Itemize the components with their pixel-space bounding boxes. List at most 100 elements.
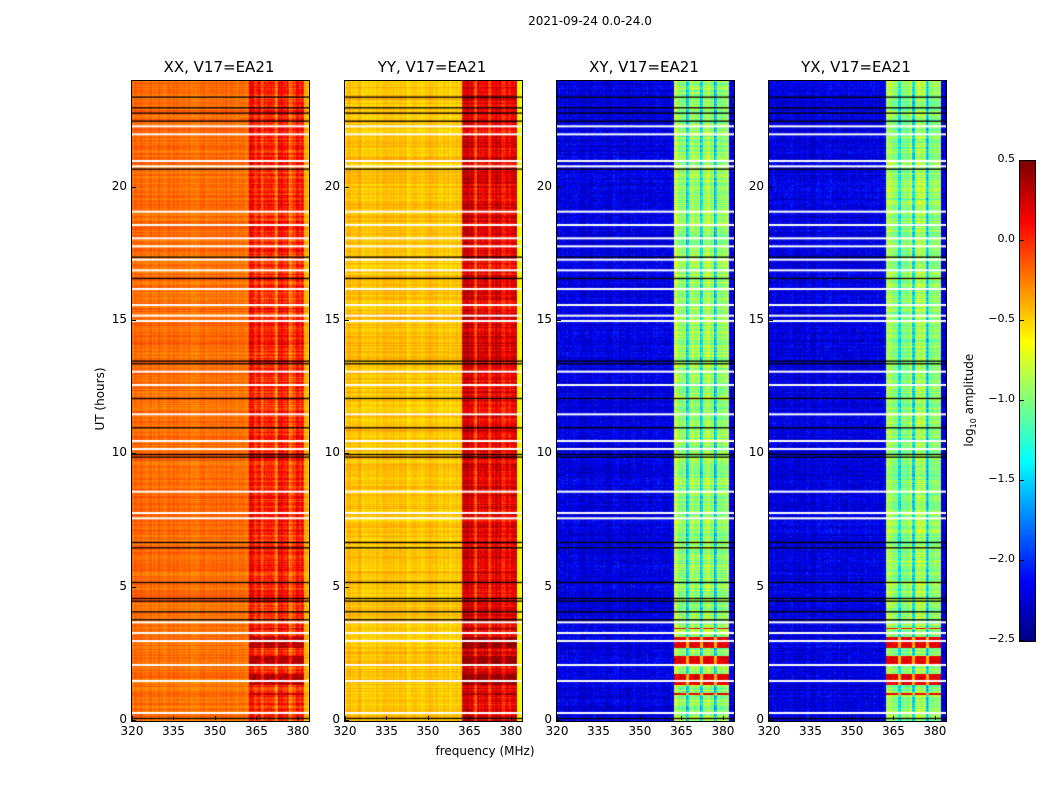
y-tick-mark <box>132 186 136 188</box>
x-tick-label: 365 <box>245 724 268 738</box>
x-tick-label: 380 <box>923 724 947 738</box>
panel-title: YY, V17=EA21 <box>377 58 487 76</box>
x-tick-label: 320 <box>120 724 144 738</box>
y-tick-mark <box>345 586 349 588</box>
y-tick-mark <box>132 453 136 455</box>
colorbar-tick-mark <box>1020 240 1024 241</box>
x-tick-mark <box>469 716 471 720</box>
x-tick-mark <box>297 716 299 720</box>
y-tick-mark <box>557 720 561 721</box>
x-tick-mark <box>851 716 853 720</box>
x-tick-label: 335 <box>375 724 398 738</box>
x-tick-mark <box>173 716 175 720</box>
y-tick-label: 0 <box>544 712 552 726</box>
y-tick-mark <box>557 586 561 588</box>
y-tick-mark <box>345 720 349 721</box>
x-tick-label: 320 <box>757 724 781 738</box>
y-tick-label: 15 <box>111 312 127 326</box>
figure-title: 2021-09-24 0.0-24.0 <box>528 14 652 28</box>
y-tick-mark <box>557 320 561 321</box>
colorbar-tick-label: −2.5 <box>988 632 1015 645</box>
heatmap-panel-xx <box>131 80 310 722</box>
x-tick-label: 350 <box>203 724 227 738</box>
colorbar-tick-label: 0.0 <box>997 232 1016 245</box>
x-tick-label: 380 <box>286 724 310 738</box>
heatmap-image <box>557 81 734 721</box>
heatmap-image <box>132 81 309 721</box>
heatmap-panel-yy <box>344 80 523 722</box>
colorbar-tick-mark <box>1020 640 1024 641</box>
y-tick-label: 0 <box>119 712 127 726</box>
colorbar-tick-label: −1.0 <box>988 392 1015 405</box>
y-tick-mark <box>132 720 136 721</box>
y-tick-label: 5 <box>756 578 764 593</box>
y-tick-label: 20 <box>111 178 127 193</box>
panel-title: YX, V17=EA21 <box>801 58 911 76</box>
y-tick-label: 15 <box>748 312 764 326</box>
x-tick-mark <box>769 716 770 720</box>
x-tick-label: 335 <box>162 724 185 738</box>
x-tick-label: 350 <box>416 724 440 738</box>
y-tick-mark <box>132 320 136 321</box>
x-tick-label: 320 <box>545 724 569 738</box>
x-tick-label: 335 <box>799 724 822 738</box>
x-tick-mark <box>345 716 346 720</box>
y-tick-mark <box>345 186 349 188</box>
x-tick-mark <box>386 716 388 720</box>
x-tick-mark <box>510 716 512 720</box>
x-tick-label: 380 <box>711 724 735 738</box>
colorbar-tick-mark <box>1020 560 1024 561</box>
x-tick-mark <box>132 716 133 720</box>
x-tick-mark <box>557 716 558 720</box>
x-tick-label: 335 <box>587 724 610 738</box>
panel-title: XY, V17=EA21 <box>589 58 699 76</box>
y-axis-label: UT (hours) <box>93 367 107 431</box>
y-tick-mark <box>769 320 773 321</box>
y-tick-mark <box>769 453 773 455</box>
colorbar-tick-label: −2.0 <box>988 552 1015 565</box>
y-tick-label: 5 <box>332 578 340 593</box>
x-tick-mark <box>427 716 429 720</box>
y-tick-label: 20 <box>748 178 764 193</box>
x-tick-mark <box>810 716 812 720</box>
panel-title: XX, V17=EA21 <box>163 58 275 76</box>
y-tick-label: 0 <box>332 712 340 726</box>
y-tick-label: 10 <box>536 445 552 460</box>
x-tick-label: 320 <box>333 724 357 738</box>
x-tick-mark <box>681 716 683 720</box>
x-tick-label: 365 <box>670 724 693 738</box>
x-tick-label: 350 <box>628 724 652 738</box>
y-tick-label: 10 <box>324 445 340 460</box>
y-tick-label: 10 <box>111 445 127 460</box>
x-tick-mark <box>256 716 258 720</box>
x-tick-mark <box>598 716 600 720</box>
y-tick-mark <box>557 453 561 455</box>
x-tick-label: 380 <box>499 724 523 738</box>
x-tick-mark <box>934 716 936 720</box>
heatmap-panel-xy <box>556 80 735 722</box>
y-tick-mark <box>769 720 773 721</box>
colorbar-tick-mark <box>1020 160 1024 161</box>
y-tick-mark <box>132 586 136 588</box>
y-tick-mark <box>557 186 561 188</box>
colorbar-tick-label: −0.5 <box>988 312 1015 325</box>
colorbar-tick-label: 0.5 <box>997 152 1016 165</box>
y-tick-label: 10 <box>748 445 764 460</box>
y-tick-label: 20 <box>324 178 340 193</box>
x-axis-label: frequency (MHz) <box>435 744 535 758</box>
x-tick-label: 350 <box>840 724 864 738</box>
y-tick-mark <box>345 320 349 321</box>
y-tick-label: 20 <box>536 178 552 193</box>
colorbar <box>1019 160 1036 642</box>
x-tick-mark <box>893 716 895 720</box>
colorbar-tick-mark <box>1020 480 1024 481</box>
x-tick-mark <box>722 716 724 720</box>
colorbar-tick-mark <box>1020 400 1024 401</box>
y-tick-mark <box>769 586 773 588</box>
x-tick-mark <box>639 716 641 720</box>
heatmap-image <box>769 81 946 721</box>
y-tick-label: 0 <box>756 712 764 726</box>
y-tick-mark <box>769 186 773 188</box>
y-tick-mark <box>345 453 349 455</box>
heatmap-panel-yx <box>768 80 947 722</box>
